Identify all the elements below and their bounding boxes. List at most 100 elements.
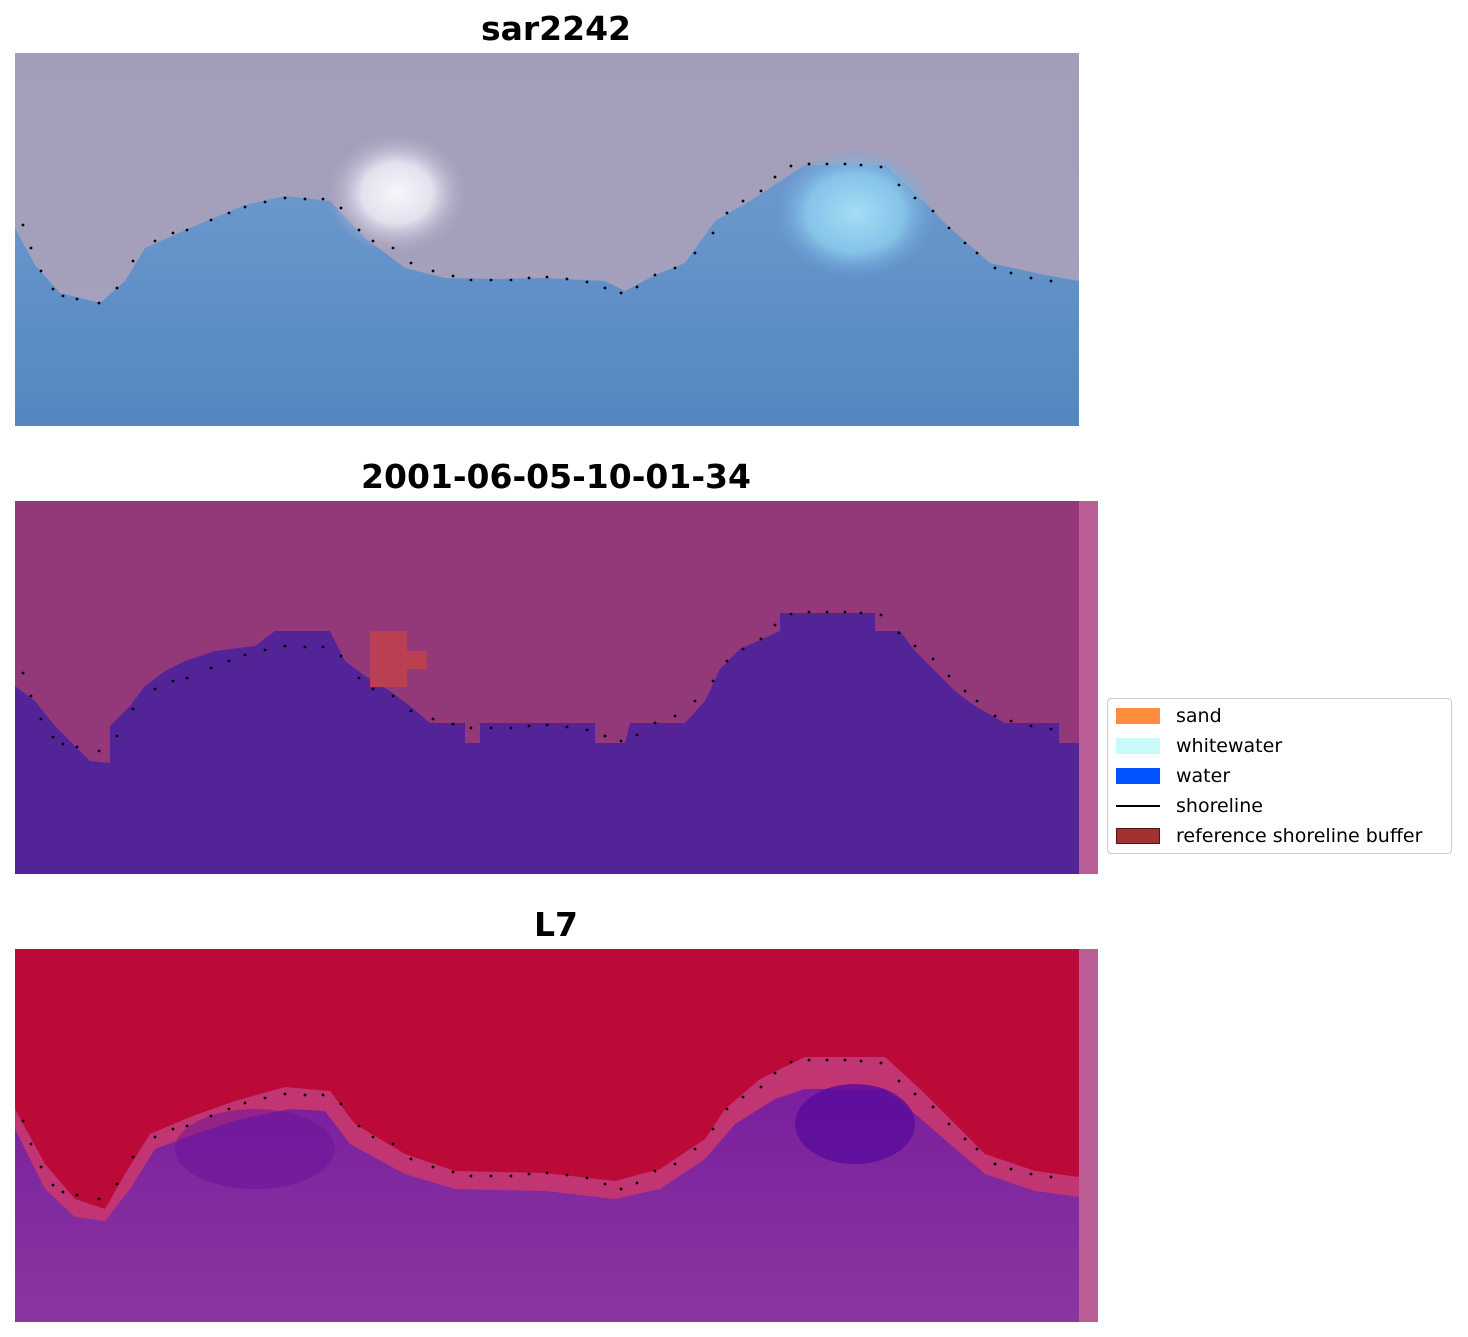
shoreline-dot — [153, 239, 157, 243]
shoreline-dot — [321, 1093, 325, 1097]
shoreline-dot — [61, 294, 65, 298]
legend-label: water — [1176, 765, 1231, 787]
legend-item-reference-buffer: reference shoreline buffer — [1116, 821, 1422, 851]
shoreline-dot — [693, 1147, 697, 1151]
shoreline-dot — [509, 726, 513, 730]
shoreline-dot — [673, 266, 677, 270]
shoreline-dot — [963, 1137, 967, 1141]
shoreline-dot — [131, 707, 135, 711]
shoreline-dot — [371, 239, 375, 243]
legend-item-shoreline: shoreline — [1116, 791, 1263, 821]
shoreline-dot — [51, 287, 55, 291]
shoreline-dot — [635, 733, 639, 737]
shoreline-dot — [585, 280, 589, 284]
shoreline-dot — [39, 717, 43, 721]
shoreline-dot — [807, 162, 811, 166]
shoreline-dot — [653, 721, 657, 725]
shoreline-dot — [963, 689, 967, 693]
shoreline-dot — [409, 261, 413, 265]
sand-swatch — [1116, 708, 1160, 724]
shoreline-dot — [585, 1176, 589, 1180]
shoreline-dot — [993, 714, 997, 718]
shoreline-dot — [565, 1173, 569, 1177]
shoreline-dot — [825, 610, 829, 614]
shoreline-dot — [371, 687, 375, 691]
shoreline-dot — [931, 209, 935, 213]
shoreline-dot — [185, 676, 189, 680]
shoreline-dot — [619, 291, 623, 295]
shoreline-dot — [913, 644, 917, 648]
shoreline-dot — [947, 674, 951, 678]
rgb-image-panel — [15, 53, 1079, 426]
shoreline-dot — [913, 1092, 917, 1096]
shoreline-dot — [391, 1142, 395, 1146]
shoreline-dot — [759, 637, 763, 641]
shoreline-dot — [635, 1181, 639, 1185]
shoreline-dot — [509, 278, 513, 282]
legend-label: reference shoreline buffer — [1176, 825, 1423, 847]
shoreline-dot — [1009, 271, 1013, 275]
shoreline-dot — [75, 1193, 79, 1197]
shoreline-dot — [773, 175, 777, 179]
shoreline-dot — [741, 199, 745, 203]
shoreline-dot — [39, 1165, 43, 1169]
shoreline-dot — [357, 1124, 361, 1128]
shoreline-dot — [171, 231, 175, 235]
legend-label: sand — [1176, 705, 1222, 727]
shoreline-dot — [263, 1096, 267, 1100]
classification-panel — [15, 501, 1098, 874]
shoreline-dot — [527, 1172, 531, 1176]
shoreline-dot — [29, 694, 33, 698]
shoreline-dot — [759, 1085, 763, 1089]
buffer-highlight — [370, 631, 407, 687]
shoreline-dot — [1049, 279, 1053, 283]
shoreline-dot — [489, 726, 493, 730]
shoreline-dot — [61, 1190, 65, 1194]
shoreline-dot — [451, 722, 455, 726]
shoreline-dot — [371, 1135, 375, 1139]
shoreline-dot — [263, 648, 267, 652]
shoreline-dot — [153, 1135, 157, 1139]
shoreline-dot — [357, 228, 361, 232]
shoreline-dot — [963, 241, 967, 245]
shoreline-dot — [993, 1162, 997, 1166]
shoreline-dot — [39, 269, 43, 273]
shoreline-dot — [1009, 1167, 1013, 1171]
shoreline-dot — [409, 709, 413, 713]
shoreline-dot — [283, 1092, 287, 1096]
shoreline-dot — [879, 165, 883, 169]
shoreline-dot — [711, 231, 715, 235]
shoreline-dot — [545, 1171, 549, 1175]
shoreline-dot — [131, 1155, 135, 1159]
shoreline-dot — [773, 1071, 777, 1075]
shoreline-dot — [409, 1157, 413, 1161]
shoreline-dot — [243, 653, 247, 657]
legend-item-whitewater: whitewater — [1116, 731, 1282, 761]
shoreline-dot — [339, 1102, 343, 1106]
shoreline-dot — [185, 228, 189, 232]
shoreline-dot — [171, 679, 175, 683]
shoreline-dot — [115, 734, 119, 738]
shoreline-dot — [209, 666, 213, 670]
shoreline-dot — [29, 246, 33, 250]
shoreline-dot — [243, 1101, 247, 1105]
shoreline-dot — [807, 1058, 811, 1062]
shoreline-dot — [673, 1162, 677, 1166]
shoreline-dots-2 — [21, 610, 1053, 753]
shoreline-dot — [565, 725, 569, 729]
reference-buffer-swatch — [1116, 828, 1160, 844]
shoreline-dot — [115, 286, 119, 290]
shoreline-dot — [131, 259, 135, 263]
shoreline-dot — [489, 278, 493, 282]
shoreline-dots-3 — [21, 1058, 1053, 1201]
shoreline-dot — [619, 739, 623, 743]
panel-title-date: 2001-06-05-10-01-34 — [361, 457, 751, 496]
shoreline-dot — [635, 285, 639, 289]
shoreline-dot — [711, 679, 715, 683]
shoreline-dot — [451, 274, 455, 278]
shoreline-dots-1 — [21, 162, 1053, 305]
shoreline-dot — [51, 735, 55, 739]
shoreline-dot — [897, 1079, 901, 1083]
shoreline-dot — [789, 164, 793, 168]
shoreline-dot — [1009, 719, 1013, 723]
